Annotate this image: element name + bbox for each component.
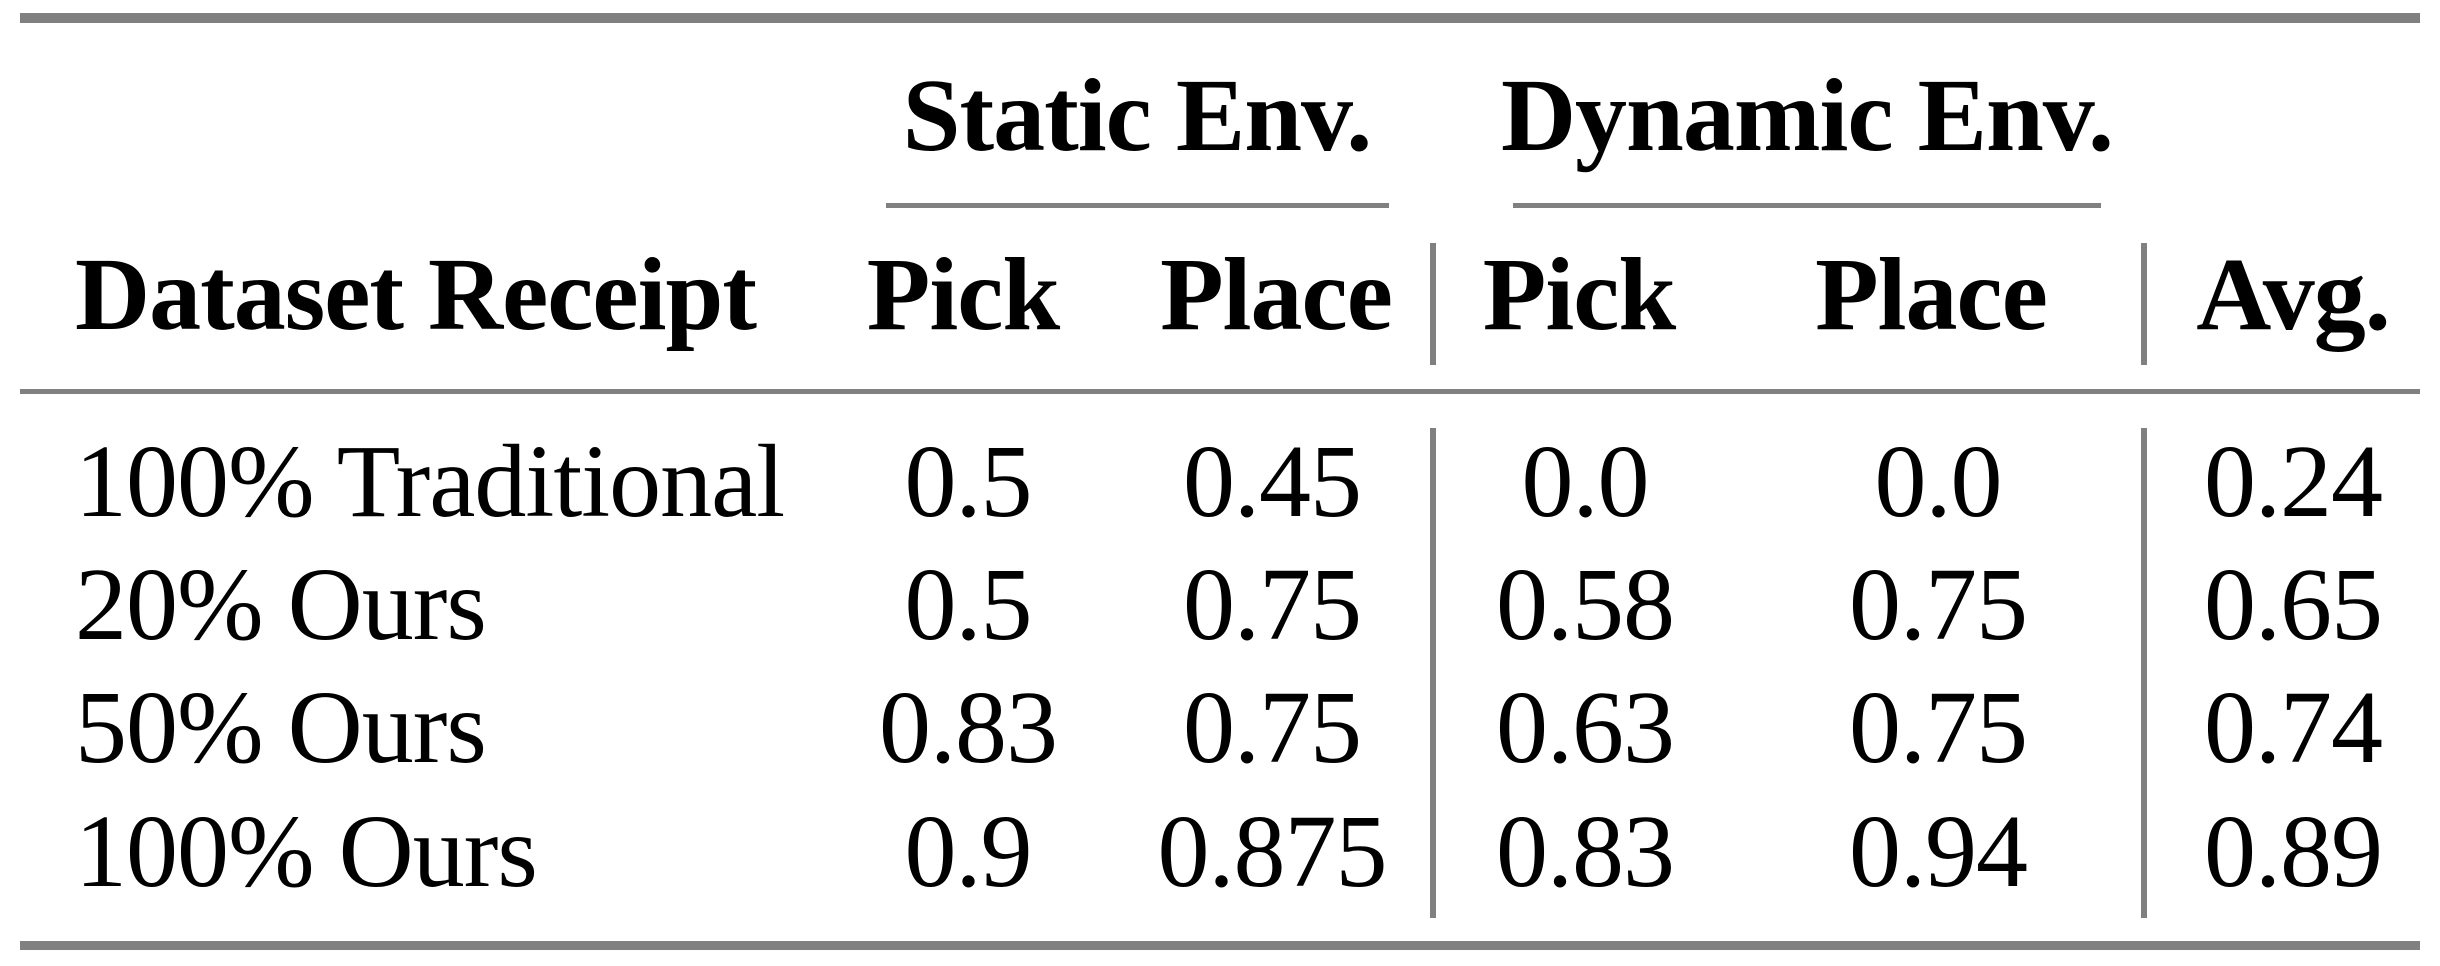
cell-static-pick: 0.5 <box>904 424 1033 539</box>
table-top-rule <box>20 13 2420 23</box>
cell-dynamic-pick: 0.0 <box>1521 424 1650 539</box>
row-label: 20% Ours <box>75 547 487 662</box>
cell-dynamic-pick: 0.58 <box>1496 547 1675 662</box>
cell-static-place: 0.75 <box>1183 547 1362 662</box>
column-header-static-place: Place <box>1160 237 1393 352</box>
cell-avg: 0.24 <box>2204 424 2383 539</box>
group-header-static-env: Static Env. <box>902 58 1373 173</box>
cmidrule-dynamic-env <box>1513 203 2101 208</box>
cell-static-pick: 0.83 <box>879 670 1058 785</box>
cell-static-place: 0.75 <box>1183 670 1362 785</box>
vertical-divider-1-header <box>1430 243 1436 365</box>
cell-static-pick: 0.9 <box>904 794 1033 909</box>
row-label: 100% Ours <box>75 794 538 909</box>
column-header-static-pick: Pick <box>866 237 1060 352</box>
cell-dynamic-place: 0.75 <box>1849 670 2028 785</box>
cell-static-place: 0.45 <box>1183 424 1362 539</box>
row-label: 50% Ours <box>75 670 487 785</box>
row-label: 100% Traditional <box>75 424 785 539</box>
column-header-dataset-receipt: Dataset Receipt <box>75 237 757 352</box>
cell-avg: 0.65 <box>2204 547 2383 662</box>
cell-dynamic-place: 0.94 <box>1849 794 2028 909</box>
cmidrule-static-env <box>886 203 1389 208</box>
column-header-dynamic-pick: Pick <box>1482 237 1676 352</box>
column-header-avg: Avg. <box>2196 237 2390 352</box>
table-mid-rule <box>20 389 2420 394</box>
cell-dynamic-place: 0.75 <box>1849 547 2028 662</box>
vertical-divider-1-body <box>1430 428 1436 918</box>
vertical-divider-2-body <box>2141 428 2147 918</box>
cell-avg: 0.74 <box>2204 670 2383 785</box>
table-bottom-rule <box>20 941 2420 950</box>
cell-avg: 0.89 <box>2204 794 2383 909</box>
vertical-divider-2-header <box>2141 243 2147 365</box>
cell-dynamic-place: 0.0 <box>1874 424 2003 539</box>
column-header-dynamic-place: Place <box>1815 237 2048 352</box>
cell-static-place: 0.875 <box>1157 794 1388 909</box>
group-header-dynamic-env: Dynamic Env. <box>1500 58 2114 173</box>
cell-dynamic-pick: 0.83 <box>1496 794 1675 909</box>
cell-dynamic-pick: 0.63 <box>1496 670 1675 785</box>
cell-static-pick: 0.5 <box>904 547 1033 662</box>
